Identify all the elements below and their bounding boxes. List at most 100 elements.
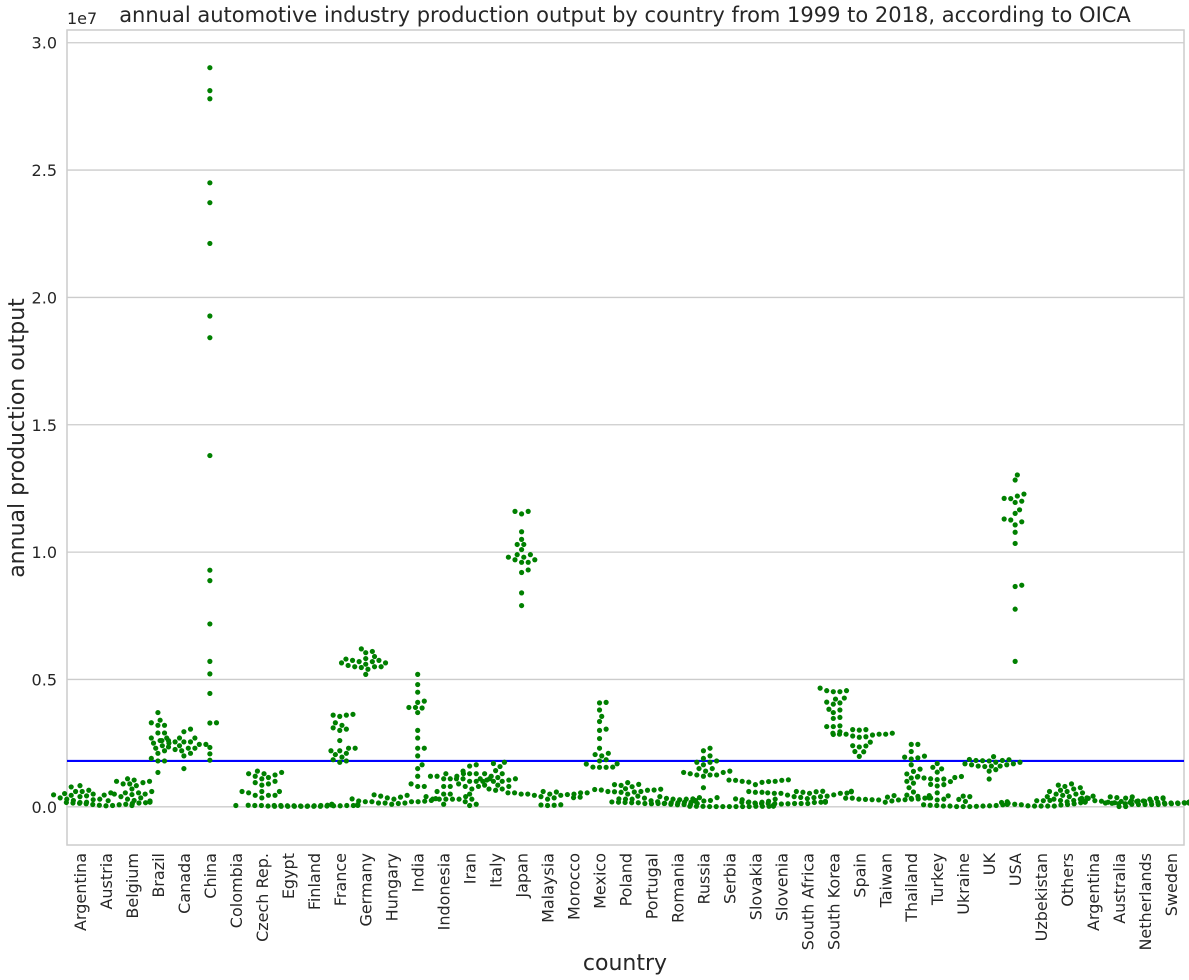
data-point — [50, 792, 57, 798]
data-point — [150, 740, 157, 746]
data-point — [940, 803, 946, 809]
data-point — [544, 802, 551, 809]
data-point — [707, 745, 713, 751]
x-tick-label: Indonesia — [435, 853, 454, 930]
data-point — [376, 657, 382, 663]
data-point — [958, 773, 965, 780]
data-point — [518, 511, 525, 517]
data-point — [96, 802, 102, 808]
data-point — [1012, 522, 1018, 528]
data-point — [349, 796, 355, 802]
data-point — [159, 743, 165, 749]
data-point — [350, 802, 356, 809]
data-point — [467, 763, 473, 769]
data-point — [817, 685, 823, 691]
data-point — [982, 763, 988, 770]
data-point — [1090, 793, 1096, 799]
data-point — [356, 798, 362, 804]
data-point — [382, 800, 388, 806]
data-point — [615, 799, 622, 805]
data-point — [415, 735, 421, 741]
data-point — [758, 800, 765, 807]
data-point — [1038, 803, 1044, 809]
data-point — [882, 799, 888, 805]
data-point — [447, 791, 453, 797]
data-point — [726, 777, 732, 783]
data-point — [856, 727, 862, 733]
data-point — [192, 745, 198, 751]
data-point — [518, 590, 525, 596]
data-point — [837, 707, 843, 713]
data-point — [350, 711, 356, 717]
data-point — [889, 730, 895, 736]
data-point — [830, 701, 836, 707]
data-point — [1116, 801, 1122, 807]
x-tick-label: Turkey — [928, 853, 947, 906]
data-point — [596, 735, 603, 742]
x-tick-label: Belgium — [123, 853, 142, 919]
data-point — [836, 731, 843, 737]
data-point — [843, 795, 849, 801]
data-point — [726, 803, 733, 810]
data-point — [352, 664, 358, 670]
data-point — [703, 768, 709, 774]
data-point — [904, 778, 910, 784]
data-point — [947, 803, 953, 809]
data-point — [389, 801, 395, 807]
data-point — [90, 797, 96, 803]
data-point — [596, 727, 603, 733]
data-point — [993, 759, 999, 765]
data-point — [284, 803, 290, 809]
y-tick-label: 0.0 — [32, 798, 57, 817]
data-point — [1135, 798, 1141, 804]
data-point — [1057, 787, 1064, 793]
data-point — [345, 745, 352, 751]
data-point — [831, 792, 837, 798]
data-point — [986, 758, 992, 764]
data-point — [618, 789, 624, 795]
data-point — [447, 776, 453, 782]
data-point — [707, 803, 713, 810]
data-point — [120, 781, 126, 787]
data-point — [501, 759, 508, 765]
data-point — [605, 788, 611, 795]
data-point — [482, 771, 488, 777]
data-point — [473, 762, 479, 768]
data-point — [330, 803, 337, 809]
data-point — [631, 789, 637, 795]
data-point — [434, 773, 440, 779]
data-point — [391, 796, 397, 802]
data-point — [772, 778, 778, 784]
data-point — [824, 723, 830, 730]
data-point — [148, 735, 154, 741]
data-point — [841, 695, 847, 701]
data-point — [784, 792, 791, 798]
data-point — [939, 766, 945, 772]
data-point — [876, 731, 882, 737]
data-point — [670, 796, 676, 802]
data-point — [1012, 477, 1018, 483]
data-point — [116, 802, 122, 808]
data-point — [272, 778, 278, 784]
data-point — [681, 769, 687, 776]
data-point — [908, 756, 914, 762]
data-point — [596, 718, 603, 725]
y-tick-label: 1.5 — [32, 416, 57, 435]
data-point — [1071, 786, 1077, 792]
data-point — [203, 741, 209, 747]
data-point — [124, 776, 131, 782]
data-point — [904, 792, 910, 798]
data-point — [1114, 795, 1120, 801]
data-point — [824, 793, 830, 799]
data-point — [663, 795, 670, 801]
data-point — [990, 754, 997, 760]
data-point — [246, 771, 252, 777]
data-point — [129, 791, 135, 798]
data-point — [1014, 472, 1020, 478]
data-point — [469, 786, 475, 792]
data-point — [713, 803, 719, 810]
x-tick-label: Colombia — [227, 853, 246, 928]
data-point — [473, 778, 479, 784]
data-point — [720, 803, 726, 810]
data-point — [655, 799, 661, 805]
